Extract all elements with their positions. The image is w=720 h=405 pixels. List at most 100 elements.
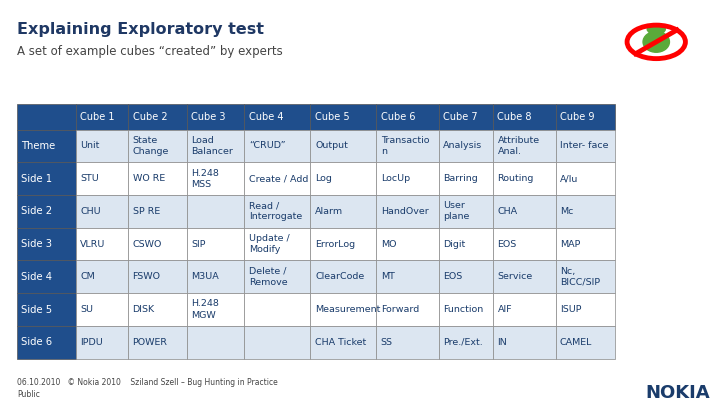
- Bar: [17, 130, 76, 162]
- Bar: [377, 104, 439, 130]
- Bar: [128, 293, 187, 326]
- Bar: [245, 195, 310, 228]
- Bar: [187, 130, 245, 162]
- Bar: [439, 195, 493, 228]
- Text: Barring: Barring: [443, 174, 477, 183]
- Bar: [556, 228, 615, 260]
- Bar: [310, 130, 377, 162]
- Text: Forward: Forward: [381, 305, 419, 314]
- Bar: [245, 104, 310, 130]
- Bar: [310, 162, 377, 195]
- Text: Create / Add: Create / Add: [249, 174, 308, 183]
- Text: HandOver: HandOver: [381, 207, 428, 216]
- Bar: [377, 195, 439, 228]
- Bar: [377, 130, 439, 162]
- Text: CSWO: CSWO: [132, 240, 162, 249]
- Bar: [187, 260, 245, 293]
- Bar: [556, 195, 615, 228]
- Bar: [187, 104, 245, 130]
- Bar: [76, 130, 128, 162]
- Text: “CRUD”: “CRUD”: [249, 141, 286, 151]
- Bar: [439, 260, 493, 293]
- Text: VLRU: VLRU: [80, 240, 105, 249]
- Text: POWER: POWER: [132, 338, 168, 347]
- Bar: [493, 104, 556, 130]
- Bar: [187, 228, 245, 260]
- Text: LocUp: LocUp: [381, 174, 410, 183]
- Text: Analysis: Analysis: [443, 141, 482, 151]
- Bar: [128, 162, 187, 195]
- Text: Output: Output: [315, 141, 348, 151]
- Text: H.248
MSS: H.248 MSS: [192, 168, 220, 189]
- Bar: [76, 293, 128, 326]
- Text: Side 2: Side 2: [22, 207, 53, 216]
- Bar: [245, 228, 310, 260]
- Text: Side 4: Side 4: [22, 272, 53, 282]
- Text: STU: STU: [80, 174, 99, 183]
- Text: SU: SU: [80, 305, 93, 314]
- Text: A set of example cubes “created” by experts: A set of example cubes “created” by expe…: [17, 45, 283, 58]
- Text: SP RE: SP RE: [132, 207, 160, 216]
- Text: Alarm: Alarm: [315, 207, 343, 216]
- Text: NOKIA: NOKIA: [646, 384, 711, 402]
- Text: Transactio
n: Transactio n: [381, 136, 429, 156]
- Text: FSWO: FSWO: [132, 272, 161, 281]
- Bar: [493, 195, 556, 228]
- Bar: [310, 228, 377, 260]
- Text: Function: Function: [443, 305, 483, 314]
- Text: Cube 1: Cube 1: [80, 112, 114, 122]
- Bar: [493, 130, 556, 162]
- Text: Update /
Modify: Update / Modify: [249, 234, 290, 254]
- Bar: [556, 130, 615, 162]
- Bar: [245, 293, 310, 326]
- Bar: [17, 293, 76, 326]
- Bar: [439, 228, 493, 260]
- Text: Public: Public: [17, 390, 40, 399]
- Text: ClearCode: ClearCode: [315, 272, 364, 281]
- Text: Nc,
BICC/SIP: Nc, BICC/SIP: [559, 267, 600, 287]
- Bar: [439, 326, 493, 358]
- Text: A/lu: A/lu: [559, 174, 578, 183]
- Text: CHA: CHA: [498, 207, 518, 216]
- Bar: [17, 326, 76, 358]
- Bar: [128, 326, 187, 358]
- Bar: [128, 195, 187, 228]
- Text: User
plane: User plane: [443, 201, 469, 222]
- Text: Service: Service: [498, 272, 533, 281]
- Text: State
Change: State Change: [132, 136, 169, 156]
- Bar: [439, 293, 493, 326]
- Bar: [245, 130, 310, 162]
- Bar: [76, 260, 128, 293]
- Text: Routing: Routing: [498, 174, 534, 183]
- Bar: [556, 326, 615, 358]
- Text: Read /
Interrogate: Read / Interrogate: [249, 201, 302, 222]
- Text: Mc: Mc: [559, 207, 573, 216]
- Bar: [377, 260, 439, 293]
- Bar: [187, 195, 245, 228]
- Bar: [377, 293, 439, 326]
- Bar: [310, 195, 377, 228]
- Bar: [310, 293, 377, 326]
- Text: Cube 3: Cube 3: [192, 112, 226, 122]
- Text: 06.10.2010   © Nokia 2010    Sziland Szell – Bug Hunting in Practice: 06.10.2010 © Nokia 2010 Sziland Szell – …: [17, 378, 278, 387]
- Bar: [17, 228, 76, 260]
- Text: Unit: Unit: [80, 141, 99, 151]
- Text: IN: IN: [498, 338, 507, 347]
- Text: MO: MO: [381, 240, 396, 249]
- Text: CAMEL: CAMEL: [559, 338, 592, 347]
- Circle shape: [647, 24, 665, 34]
- Bar: [245, 162, 310, 195]
- Text: Delete /
Remove: Delete / Remove: [249, 267, 288, 287]
- Bar: [76, 104, 128, 130]
- Text: Pre./Ext.: Pre./Ext.: [443, 338, 482, 347]
- Bar: [17, 104, 76, 130]
- Text: Cube 8: Cube 8: [498, 112, 532, 122]
- Bar: [187, 326, 245, 358]
- Bar: [377, 228, 439, 260]
- Bar: [439, 162, 493, 195]
- Bar: [377, 326, 439, 358]
- Text: Cube 2: Cube 2: [132, 112, 167, 122]
- Bar: [128, 228, 187, 260]
- Text: Load
Balancer: Load Balancer: [192, 136, 233, 156]
- Bar: [245, 260, 310, 293]
